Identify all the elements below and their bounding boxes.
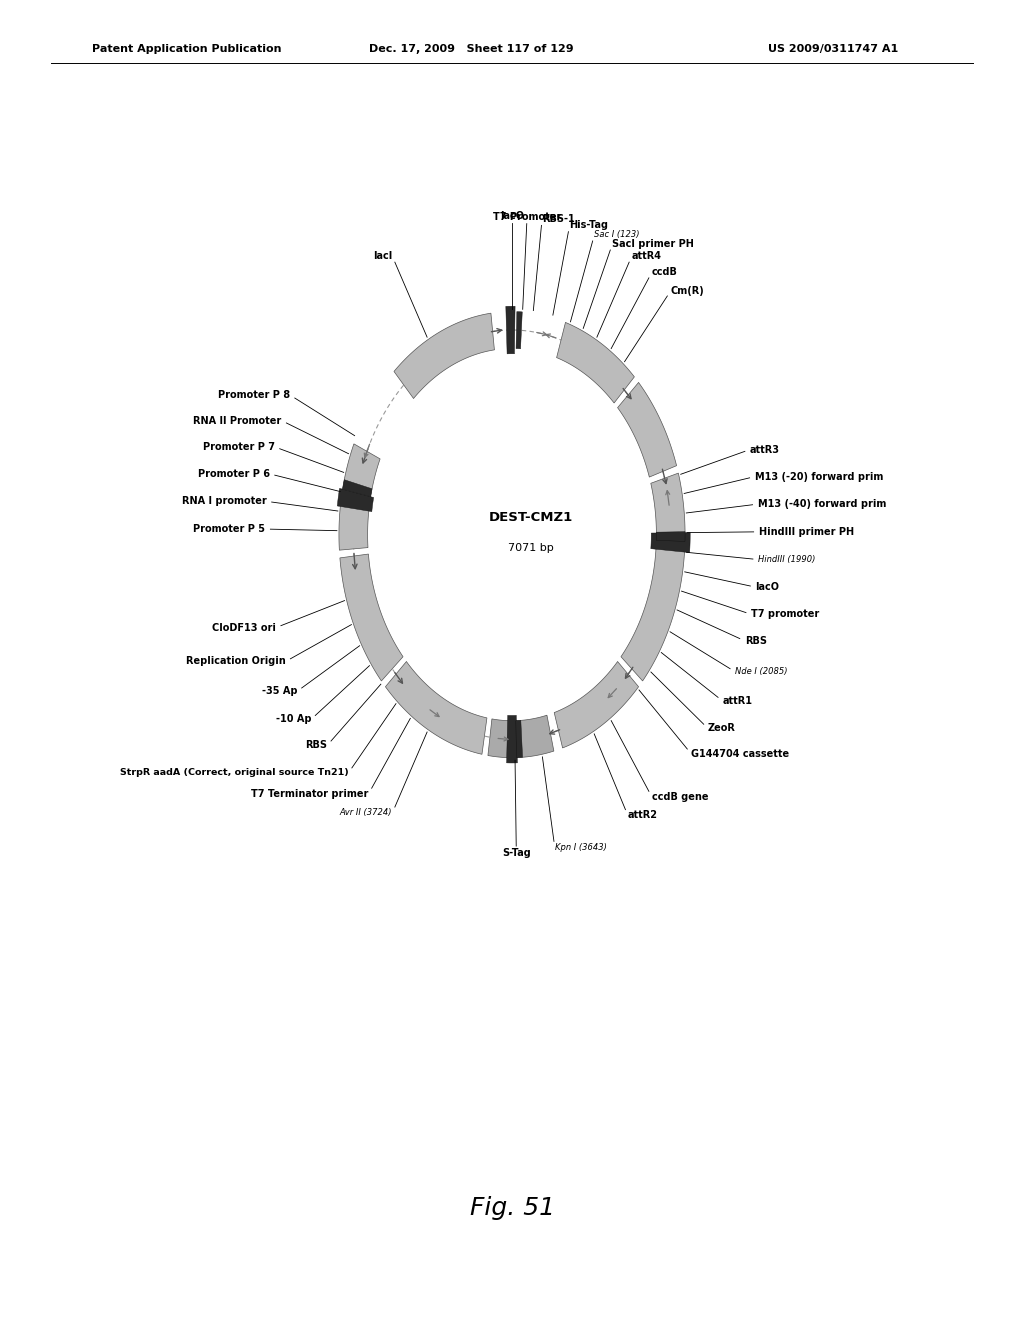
Polygon shape	[343, 479, 372, 496]
Polygon shape	[487, 715, 554, 758]
Text: DEST-CMZ1: DEST-CMZ1	[488, 511, 572, 524]
Text: SacI primer PH: SacI primer PH	[612, 239, 694, 249]
Polygon shape	[337, 488, 374, 512]
Text: Fig. 51: Fig. 51	[469, 1196, 555, 1220]
Text: Sac I (123): Sac I (123)	[594, 230, 640, 239]
Text: G144704 cassette: G144704 cassette	[691, 748, 790, 759]
Text: Promoter P 6: Promoter P 6	[198, 469, 269, 479]
Text: attR4: attR4	[632, 251, 662, 261]
Text: -10 Ap: -10 Ap	[275, 714, 311, 725]
Text: M13 (-20) forward prim: M13 (-20) forward prim	[755, 471, 883, 482]
Text: RBS: RBS	[744, 636, 767, 645]
Text: Patent Application Publication: Patent Application Publication	[92, 44, 282, 54]
Text: Promoter P 5: Promoter P 5	[194, 524, 265, 535]
Polygon shape	[656, 532, 685, 541]
Text: ccdB: ccdB	[652, 268, 678, 277]
Text: HindIII primer PH: HindIII primer PH	[759, 527, 854, 537]
Text: 7071 bp: 7071 bp	[508, 543, 553, 553]
Text: Avr II (3724): Avr II (3724)	[340, 808, 392, 817]
Text: attR1: attR1	[722, 696, 753, 706]
Text: lacO: lacO	[500, 211, 524, 222]
Polygon shape	[557, 322, 635, 403]
Text: CloDF13 ori: CloDF13 ori	[212, 623, 276, 632]
Polygon shape	[394, 313, 495, 399]
Text: Replication Origin: Replication Origin	[186, 656, 286, 667]
Polygon shape	[507, 715, 517, 763]
Text: Nde I (2085): Nde I (2085)	[735, 667, 787, 676]
Text: attR2: attR2	[628, 810, 657, 821]
Text: Dec. 17, 2009   Sheet 117 of 129: Dec. 17, 2009 Sheet 117 of 129	[369, 44, 573, 54]
Polygon shape	[339, 444, 380, 550]
Text: T7 Promoter: T7 Promoter	[493, 213, 561, 222]
Text: Promoter P 7: Promoter P 7	[203, 442, 274, 451]
Polygon shape	[554, 661, 639, 748]
Text: RNA I promoter: RNA I promoter	[182, 496, 266, 507]
Polygon shape	[385, 661, 487, 754]
Text: ccdB gene: ccdB gene	[652, 792, 709, 801]
Polygon shape	[516, 721, 522, 758]
Text: RBS-1: RBS-1	[542, 214, 574, 224]
Text: S-Tag: S-Tag	[502, 847, 530, 858]
Text: lacI: lacI	[373, 251, 392, 261]
Text: T7 Terminator primer: T7 Terminator primer	[251, 788, 369, 799]
Text: Cm(R): Cm(R)	[671, 286, 705, 296]
Polygon shape	[506, 306, 515, 354]
Text: His-Tag: His-Tag	[569, 220, 608, 230]
Text: HindIII (1990): HindIII (1990)	[758, 554, 815, 564]
Text: RNA II Promoter: RNA II Promoter	[194, 416, 282, 425]
Text: T7 promoter: T7 promoter	[751, 610, 819, 619]
Polygon shape	[617, 383, 677, 477]
Polygon shape	[516, 312, 522, 348]
Polygon shape	[340, 554, 403, 681]
Polygon shape	[621, 473, 685, 681]
Text: attR3: attR3	[750, 445, 780, 454]
Text: Promoter P 8: Promoter P 8	[218, 391, 290, 400]
Text: -35 Ap: -35 Ap	[262, 686, 297, 696]
Text: StrpR aadA (Correct, original source Tn21): StrpR aadA (Correct, original source Tn2…	[120, 768, 348, 777]
Text: RBS: RBS	[305, 741, 328, 750]
Text: ZeoR: ZeoR	[708, 723, 735, 733]
Polygon shape	[651, 532, 690, 553]
Text: lacO: lacO	[756, 582, 779, 593]
Text: M13 (-40) forward prim: M13 (-40) forward prim	[758, 499, 886, 510]
Text: US 2009/0311747 A1: US 2009/0311747 A1	[768, 44, 898, 54]
Text: Kpn I (3643): Kpn I (3643)	[555, 843, 607, 853]
